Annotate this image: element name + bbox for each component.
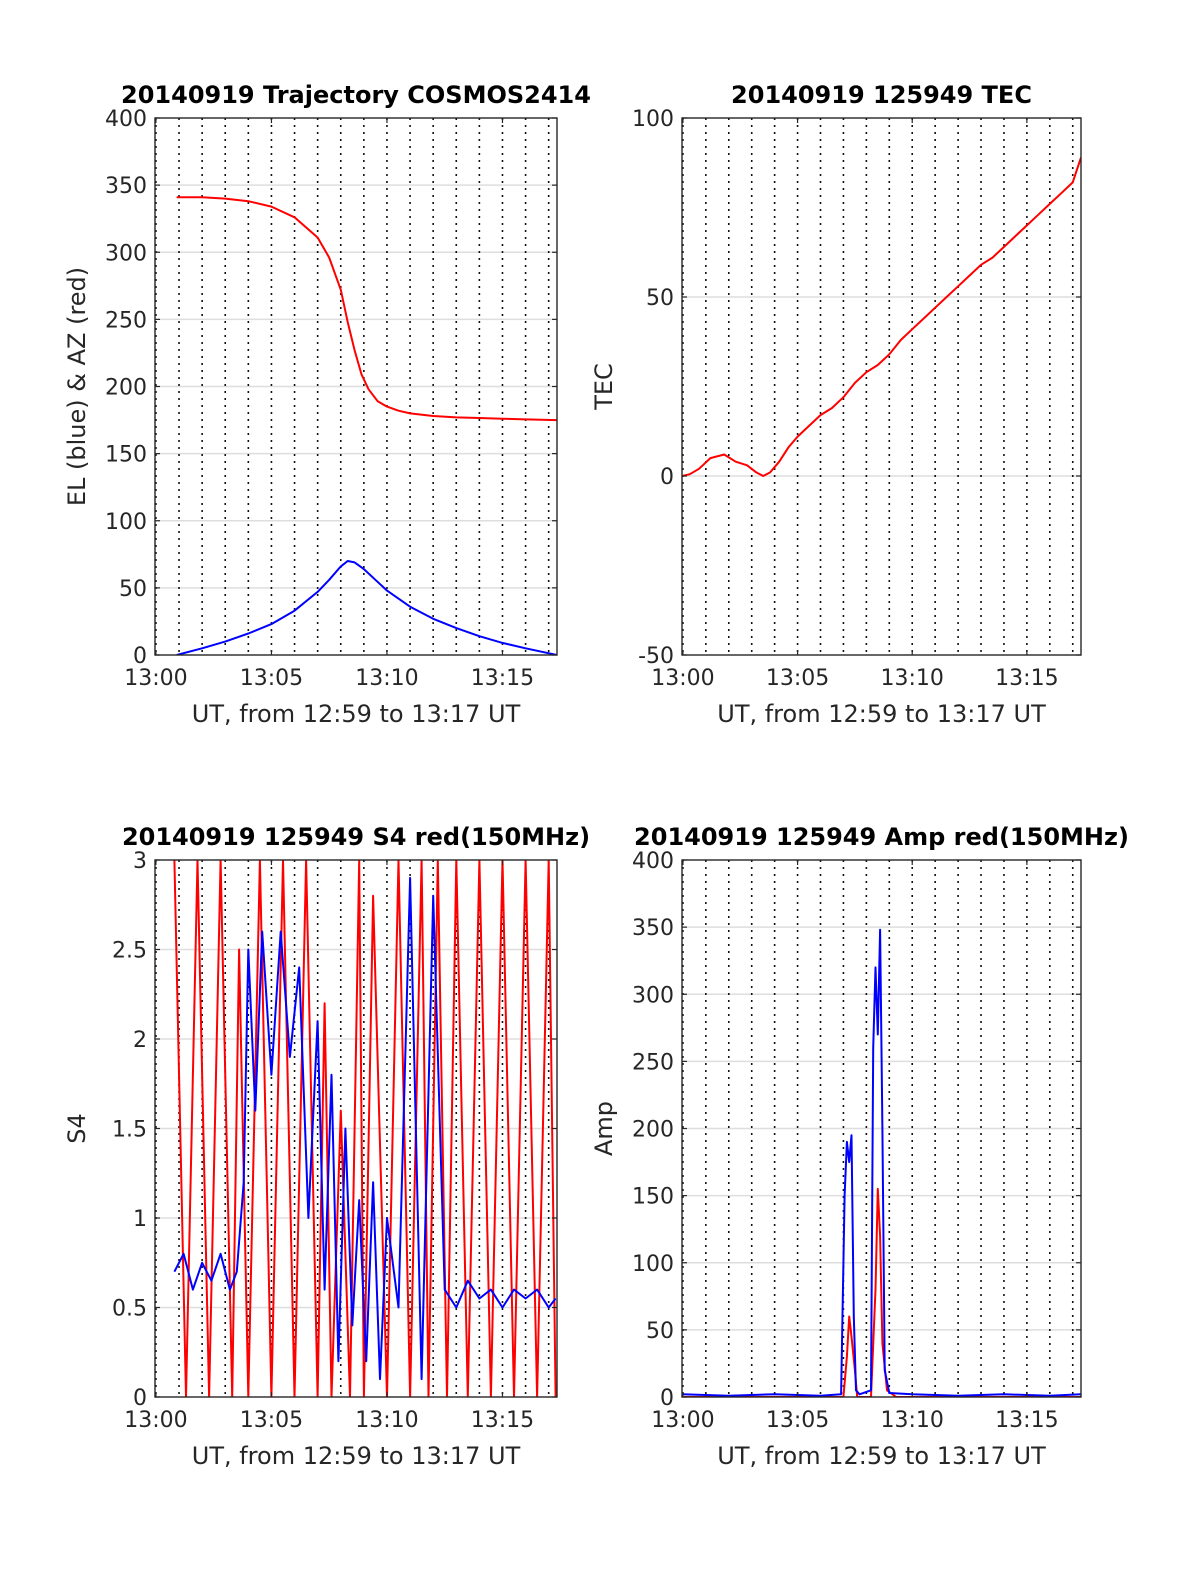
- x-tick-label: 13:05: [766, 1408, 829, 1433]
- y-tick-label: 200: [105, 376, 147, 401]
- y-tick-label: 0: [133, 644, 147, 669]
- y-tick-label: 1: [133, 1207, 147, 1232]
- series-group: [173, 860, 557, 1397]
- y-tick-label: 250: [105, 308, 147, 333]
- x-tick-label: 13:05: [240, 666, 303, 691]
- y-tick-label: 50: [646, 1319, 674, 1344]
- series-group: [682, 157, 1081, 477]
- y-tick-label: 300: [105, 241, 147, 266]
- x-tick-label: 13:00: [124, 1408, 187, 1433]
- x-tick-label: 13:10: [355, 1408, 418, 1433]
- x-tick-label: 13:00: [651, 1408, 714, 1433]
- chart-panel-3: 0 0.5 1 1.5 2 2.5 3 13:00 13:05 13:10 13:15 2014091…: [63, 823, 590, 1470]
- chart-title: 20140919 125949 S4 red(150MHz): [122, 823, 590, 851]
- y-tick-label: 350: [632, 916, 674, 941]
- series-line-2: [176, 560, 557, 655]
- y-tick-label: 150: [632, 1185, 674, 1210]
- y-tick-label: 100: [632, 1252, 674, 1277]
- x-axis-label: UT, from 12:59 to 13:17 UT: [192, 1442, 521, 1470]
- chart-title: 20140919 125949 Amp red(150MHz): [634, 823, 1129, 851]
- y-tick-label: 300: [632, 983, 674, 1008]
- x-tick-label: 13:15: [995, 1408, 1058, 1433]
- chart-panel-4: 0 50 100 150 200 250 300 350 400 13:00 13:05 13:10 1…: [590, 823, 1129, 1470]
- y-tick-label: 2: [133, 1028, 147, 1053]
- y-tick-label: 200: [632, 1118, 674, 1143]
- y-axis-label: EL (blue) & AZ (red): [63, 267, 91, 506]
- y-tick-label: 0: [133, 1386, 147, 1411]
- y-tick-label: 50: [646, 286, 674, 311]
- y-tick-label: -50: [638, 644, 674, 669]
- y-tick-label: 0: [660, 465, 674, 490]
- y-tick-label: 1.5: [112, 1118, 147, 1143]
- chart-title: 20140919 Trajectory COSMOS2414: [121, 81, 591, 109]
- series-line-2: [173, 876, 557, 1381]
- y-tick-label: 150: [105, 443, 147, 468]
- x-tick-label: 13:00: [651, 666, 714, 691]
- y-tick-label: 0: [660, 1386, 674, 1411]
- y-axis-label: TEC: [590, 363, 618, 411]
- series-group: [176, 196, 557, 655]
- x-axis-label: UT, from 12:59 to 13:17 UT: [717, 1442, 1046, 1470]
- y-tick-label: 400: [105, 107, 147, 132]
- series-line-1: [682, 157, 1081, 477]
- x-tick-label: 13:10: [355, 666, 418, 691]
- x-tick-label: 13:05: [766, 666, 829, 691]
- x-tick-label: 13:05: [240, 1408, 303, 1433]
- x-axis-label: UT, from 12:59 to 13:17 UT: [192, 700, 521, 728]
- x-tick-label: 13:10: [881, 666, 944, 691]
- x-tick-label: 13:15: [471, 666, 534, 691]
- y-tick-label: 100: [632, 107, 674, 132]
- y-tick-label: 250: [632, 1050, 674, 1075]
- chart-title: 20140919 125949 TEC: [731, 81, 1032, 109]
- plot-frame: [681, 117, 1082, 656]
- x-tick-label: 13:00: [124, 666, 187, 691]
- series-line-1: [176, 196, 557, 422]
- x-axis-label: UT, from 12:59 to 13:17 UT: [717, 700, 1046, 728]
- y-axis-label: S4: [63, 1113, 91, 1144]
- x-tick-label: 13:10: [881, 1408, 944, 1433]
- y-tick-label: 350: [105, 174, 147, 199]
- y-tick-label: 3: [133, 849, 147, 874]
- series-line-1: [173, 860, 557, 1397]
- y-tick-label: 400: [632, 849, 674, 874]
- plot-area: [682, 118, 1081, 655]
- y-tick-label: 2.5: [112, 939, 147, 964]
- y-axis-label: Amp: [590, 1101, 618, 1156]
- chart-panel-2: -50 0 50 100 13:00 13:05 13:10 13:15 20140919 12…: [590, 81, 1082, 728]
- chart-panel-1: 0 50 100 150 200 250 300 350 400 13:00 13:05 13:10 1…: [63, 81, 591, 728]
- y-tick-label: 100: [105, 510, 147, 535]
- y-tick-label: 0.5: [112, 1297, 147, 1322]
- x-tick-label: 13:15: [471, 1408, 534, 1433]
- y-tick-label: 50: [119, 577, 147, 602]
- x-tick-label: 13:15: [995, 666, 1058, 691]
